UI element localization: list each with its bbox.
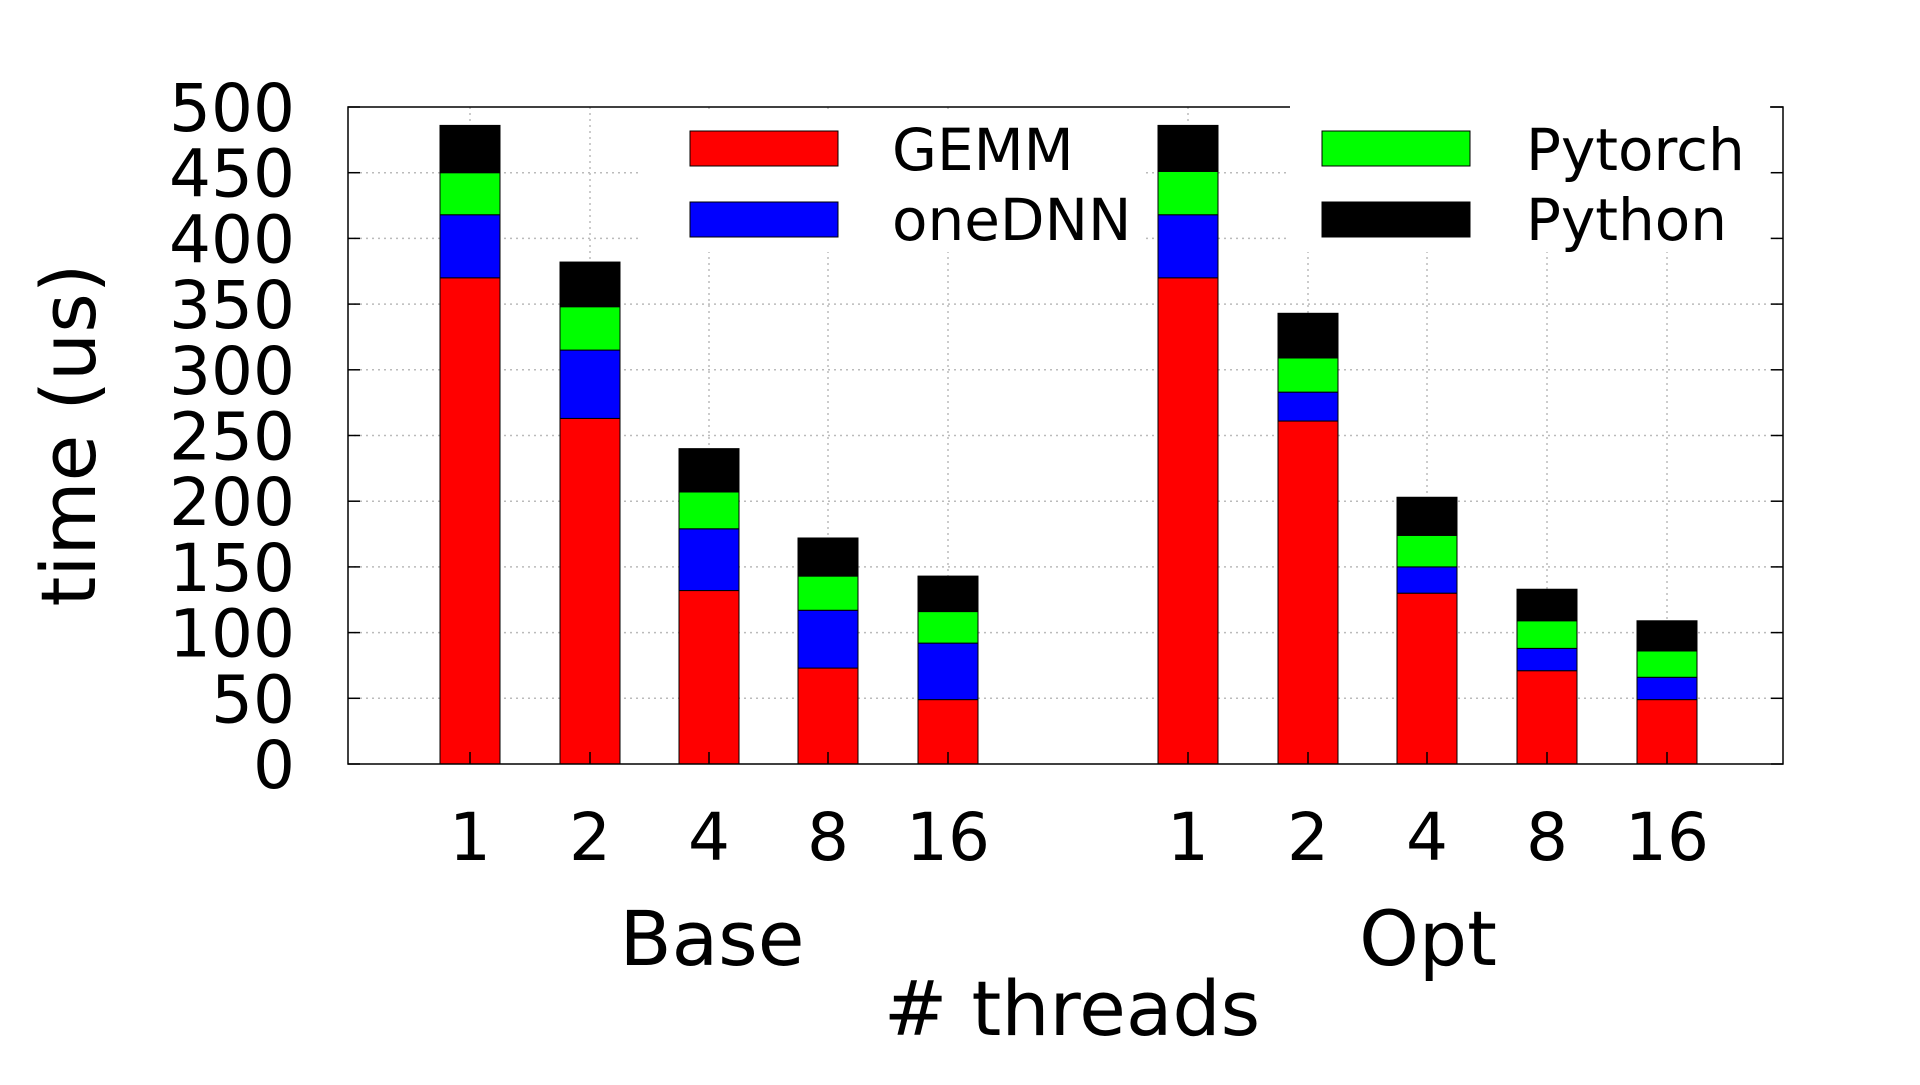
bar-base-4-python (678, 448, 740, 493)
bar-base-2-gemm (559, 417, 621, 765)
bar-opt-1-gemm (1157, 277, 1219, 765)
y-tick-label: 50 (211, 661, 295, 738)
x-axis-label: # threads (884, 964, 1261, 1053)
bar-base-1-onednn (439, 214, 501, 279)
x-tick-label: 4 (1406, 799, 1448, 876)
bar-opt-2-gemm (1277, 420, 1339, 765)
x-tick-label: 16 (906, 799, 990, 876)
bar-base-8-gemm (797, 667, 859, 765)
bar-opt-8-onednn (1516, 647, 1578, 672)
y-tick-label: 0 (253, 727, 295, 804)
bar-opt-8-gemm (1516, 670, 1578, 765)
bar-opt-2-onednn (1277, 391, 1339, 422)
y-tick-label: 400 (169, 201, 295, 278)
legend-label-python: Python (1526, 186, 1727, 254)
bar-base-16-pytorch (917, 611, 979, 644)
bar-opt-16-pytorch (1636, 650, 1698, 678)
legend-swatch-onednn (689, 201, 839, 238)
bar-opt-4-python (1396, 496, 1458, 536)
bar-opt-1-onednn (1157, 214, 1219, 279)
y-tick-label: 150 (169, 530, 295, 607)
bar-opt-4-gemm (1396, 592, 1458, 765)
legend-swatch-pytorch (1321, 130, 1471, 167)
bar-base-4-onednn (678, 528, 740, 592)
bar-base-8-python (797, 537, 859, 577)
legend-label-onednn: oneDNN (892, 186, 1131, 254)
y-tick-label: 450 (169, 136, 295, 213)
bar-opt-8-pytorch (1516, 620, 1578, 649)
bar-base-16-python (917, 575, 979, 613)
bar-base-2-python (559, 261, 621, 308)
bar-base-8-pytorch (797, 575, 859, 611)
bar-base-4-gemm (678, 590, 740, 765)
group-label-opt: Opt (1359, 894, 1497, 983)
group-labels: Base Opt (619, 894, 1496, 983)
bar-opt-1-python (1157, 124, 1219, 172)
bars (439, 124, 1698, 765)
bar-base-1-gemm (439, 277, 501, 765)
legend-swatch-gemm (689, 130, 839, 167)
bar-base-2-pytorch (559, 306, 621, 351)
y-axis-label: time (us) (24, 264, 113, 607)
legend-label-gemm: GEMM (892, 116, 1074, 184)
bar-opt-8-python (1516, 588, 1578, 622)
x-tick-label: 8 (807, 799, 849, 876)
bar-opt-4-onednn (1396, 566, 1458, 594)
x-tick-label: 8 (1526, 799, 1568, 876)
x-ticks: 1 2 4 8 16 1 2 4 8 16 (449, 752, 1709, 876)
x-tick-label: 1 (449, 799, 491, 876)
bar-base-1-pytorch (439, 172, 501, 216)
bar-base-4-pytorch (678, 491, 740, 530)
x-tick-label: 1 (1167, 799, 1209, 876)
y-tick-label: 250 (169, 399, 295, 476)
group-label-base: Base (619, 894, 804, 983)
x-tick-label: 16 (1625, 799, 1709, 876)
y-tick-label: 200 (169, 464, 295, 541)
bar-base-1-python (439, 124, 501, 174)
bar-opt-16-python (1636, 620, 1698, 652)
bar-base-2-onednn (559, 349, 621, 419)
bar-opt-1-pytorch (1157, 170, 1219, 216)
bar-opt-4-pytorch (1396, 534, 1458, 568)
bar-opt-2-pytorch (1277, 357, 1339, 393)
y-tick-label: 100 (169, 596, 295, 673)
bar-base-16-onednn (917, 642, 979, 701)
bar-opt-2-python (1277, 312, 1339, 359)
legend-swatch-python (1321, 201, 1471, 238)
x-tick-label: 2 (569, 799, 611, 876)
bar-base-8-onednn (797, 609, 859, 669)
y-tick-label: 300 (169, 333, 295, 410)
y-tick-label: 500 (169, 70, 295, 147)
bar-opt-16-onednn (1636, 676, 1698, 701)
legend-label-pytorch: Pytorch (1526, 116, 1745, 184)
y-tick-label: 350 (169, 267, 295, 344)
x-tick-label: 4 (688, 799, 730, 876)
x-tick-label: 2 (1287, 799, 1329, 876)
